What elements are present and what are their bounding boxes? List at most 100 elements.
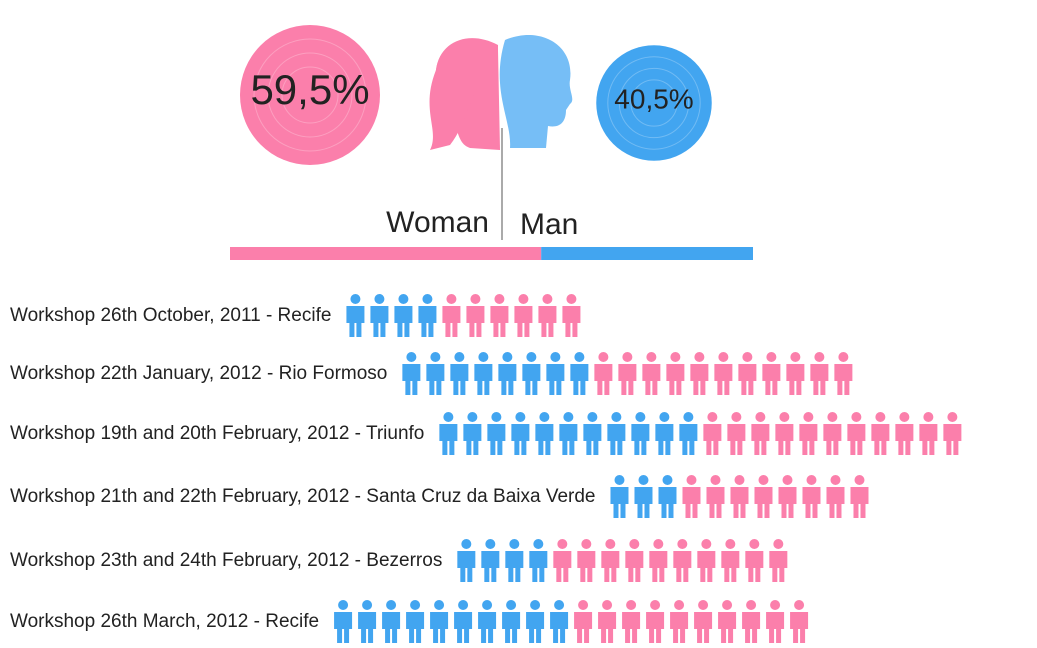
row-label: Workshop 22th January, 2012 - Rio Formos…	[10, 363, 387, 384]
person-body	[526, 612, 544, 643]
person-head	[794, 600, 804, 610]
person-head	[574, 352, 584, 362]
person-body	[559, 424, 577, 455]
person-body	[430, 612, 448, 643]
icon-group	[594, 352, 852, 395]
person-body	[751, 424, 769, 455]
person-body	[583, 424, 601, 455]
person-head	[374, 294, 384, 304]
person-head	[947, 412, 957, 422]
person-head	[587, 412, 597, 422]
person-head	[482, 600, 492, 610]
person-body	[358, 612, 376, 643]
person-head	[875, 412, 885, 422]
person-head	[806, 475, 816, 485]
person-head	[899, 412, 909, 422]
row-label: Workshop 26th October, 2011 - Recife	[10, 305, 331, 326]
person-body	[498, 364, 516, 395]
person-body	[439, 424, 457, 455]
icon-group	[334, 600, 568, 643]
person-body	[550, 612, 568, 643]
person-head	[398, 294, 408, 304]
person-head	[506, 600, 516, 610]
person-head	[734, 475, 744, 485]
person-head	[838, 352, 848, 362]
person-head	[515, 412, 525, 422]
person-head	[755, 412, 765, 422]
person-body	[850, 487, 868, 518]
person-head	[635, 412, 645, 422]
person-body	[529, 551, 547, 582]
row-label: Workshop 26th March, 2012 - Recife	[10, 611, 319, 632]
person-body	[466, 306, 484, 337]
person-head	[602, 600, 612, 610]
person-head	[542, 294, 552, 304]
person-head	[430, 352, 440, 362]
icon-group	[346, 294, 436, 337]
person-head	[851, 412, 861, 422]
person-head	[646, 352, 656, 362]
person-body	[802, 487, 820, 518]
person-body	[670, 612, 688, 643]
person-body	[769, 551, 787, 582]
person-body	[666, 364, 684, 395]
person-body	[402, 364, 420, 395]
person-head	[670, 352, 680, 362]
person-body	[871, 424, 889, 455]
person-head	[779, 412, 789, 422]
person-body	[697, 551, 715, 582]
person-body	[505, 551, 523, 582]
person-head	[701, 539, 711, 549]
person-head	[659, 412, 669, 422]
person-head	[422, 294, 432, 304]
person-head	[410, 600, 420, 610]
person-head	[539, 412, 549, 422]
person-body	[673, 551, 691, 582]
person-body	[919, 424, 937, 455]
person-head	[434, 600, 444, 610]
person-body	[426, 364, 444, 395]
person-head	[773, 539, 783, 549]
person-body	[622, 612, 640, 643]
person-head	[803, 412, 813, 422]
person-body	[594, 364, 612, 395]
person-head	[614, 475, 624, 485]
person-body	[754, 487, 772, 518]
person-head	[454, 352, 464, 362]
person-head	[629, 539, 639, 549]
person-head	[563, 412, 573, 422]
person-body	[577, 551, 595, 582]
person-head	[782, 475, 792, 485]
person-head	[509, 539, 519, 549]
person-head	[722, 600, 732, 610]
person-head	[554, 600, 564, 610]
person-body	[738, 364, 756, 395]
person-head	[710, 475, 720, 485]
person-body	[562, 306, 580, 337]
person-body	[799, 424, 817, 455]
icon-group	[682, 475, 868, 518]
person-body	[703, 424, 721, 455]
icon-group	[610, 475, 676, 518]
person-head	[770, 600, 780, 610]
person-head	[814, 352, 824, 362]
person-head	[566, 294, 576, 304]
person-body	[943, 424, 961, 455]
person-body	[690, 364, 708, 395]
person-body	[418, 306, 436, 337]
person-body	[474, 364, 492, 395]
person-head	[766, 352, 776, 362]
person-head	[605, 539, 615, 549]
person-head	[581, 539, 591, 549]
person-body	[778, 487, 796, 518]
person-head	[854, 475, 864, 485]
person-head	[350, 294, 360, 304]
person-head	[707, 412, 717, 422]
person-head	[386, 600, 396, 610]
person-head	[578, 600, 588, 610]
person-body	[649, 551, 667, 582]
person-body	[546, 364, 564, 395]
legend-man: Man	[520, 208, 578, 241]
person-head	[518, 294, 528, 304]
person-body	[382, 612, 400, 643]
